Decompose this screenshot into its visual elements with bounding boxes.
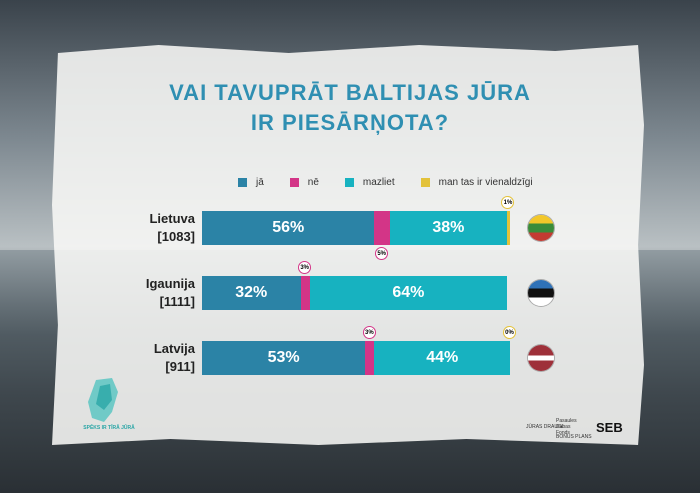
bar-row: 56% 5% 38% 1% bbox=[202, 196, 515, 260]
lithuania-flag-icon bbox=[528, 215, 554, 241]
chart-title-line2: IR PIESĀRŅOTA? bbox=[250, 110, 450, 135]
data-label-mazliet: 38% bbox=[432, 219, 465, 236]
chart-legend: jā nē mazliet man tas ir vienaldzīgi bbox=[238, 177, 559, 188]
bar-segment-mazliet: 64% bbox=[309, 276, 507, 310]
data-label-ja: 53% bbox=[267, 349, 300, 366]
bar-segment-ja: 32% bbox=[202, 276, 301, 310]
bar-segment-mazliet: 38% bbox=[389, 211, 507, 245]
data-label-mazliet: 44% bbox=[426, 349, 459, 366]
data-label-ne: 5% bbox=[375, 247, 389, 260]
data-label-ne: 3% bbox=[362, 326, 376, 339]
legend-swatch-mazliet bbox=[344, 178, 354, 187]
legend-label-ja: jā bbox=[256, 177, 264, 188]
latvia-flag-icon bbox=[528, 345, 554, 371]
sample-size: [1083] bbox=[157, 229, 195, 244]
partner-wwf: Pasaules Dabas Fonds bbox=[556, 418, 577, 436]
chart-title-line1: VAI TAVUPRĀT BALTIJAS JŪRA bbox=[169, 80, 531, 105]
data-label-ja: 56% bbox=[272, 219, 305, 236]
data-label-ne: 3% bbox=[298, 261, 312, 274]
data-label-vienaldzigi: 1% bbox=[501, 196, 515, 209]
row-label-igaunija: Igaunija [1111] bbox=[55, 275, 195, 311]
bar-segment-ne bbox=[300, 276, 310, 310]
legend-item-vienaldzigi: man tas ir vienaldzīgi bbox=[420, 177, 533, 188]
data-label-mazliet: 64% bbox=[392, 284, 425, 301]
bar-segment-vienaldzigi bbox=[506, 211, 510, 245]
bar-row: 32% 3% 64% bbox=[202, 261, 510, 310]
legend-label-mazliet: mazliet bbox=[362, 177, 395, 188]
country-name: Latvija bbox=[153, 341, 195, 356]
chart-card bbox=[52, 45, 644, 445]
row-label-lietuva: Lietuva [1083] bbox=[55, 210, 195, 246]
campaign-logo: SPĒKS IR TĪRĀ JŪRĀ bbox=[74, 378, 144, 440]
campaign-logo-text: SPĒKS IR TĪRĀ JŪRĀ bbox=[83, 425, 135, 431]
legend-label-ne: nē bbox=[307, 177, 319, 188]
seb-logo: SEB bbox=[596, 420, 623, 435]
bar-segment-mazliet: 44% bbox=[374, 341, 510, 375]
bar-segment-ja: 56% bbox=[202, 211, 375, 245]
legend-item-ja: jā bbox=[238, 177, 264, 188]
bar-segment-ne bbox=[365, 341, 375, 375]
estonia-flag-icon bbox=[528, 280, 554, 306]
legend-swatch-ne bbox=[289, 178, 299, 187]
legend-swatch-ja bbox=[238, 178, 247, 187]
legend-label-vienaldzigi: man tas ir vienaldzīgi bbox=[438, 177, 533, 188]
legend-swatch-vienaldzigi bbox=[420, 178, 430, 187]
row-label-latvija: Latvija [911] bbox=[55, 340, 195, 376]
country-name: Igaunija bbox=[145, 276, 195, 291]
data-label-vienaldzigi: 0% bbox=[503, 326, 516, 339]
bar-segment-ne bbox=[374, 211, 390, 245]
legend-item-ne: nē bbox=[289, 177, 319, 188]
country-name: Lietuva bbox=[149, 211, 195, 226]
sample-size: [911] bbox=[165, 359, 195, 374]
data-label-ja: 32% bbox=[235, 284, 268, 301]
bar-row: 53% 3% 44% 0% bbox=[202, 326, 516, 375]
legend-item-mazliet: mazliet bbox=[344, 177, 395, 188]
bar-segment-ja: 53% bbox=[202, 341, 366, 375]
sample-size: [1111] bbox=[159, 294, 195, 309]
partner-juras-draugi: JŪRAS DRAUGI bbox=[526, 424, 564, 430]
partner-bonus: BONUS PLANS bbox=[556, 434, 592, 440]
